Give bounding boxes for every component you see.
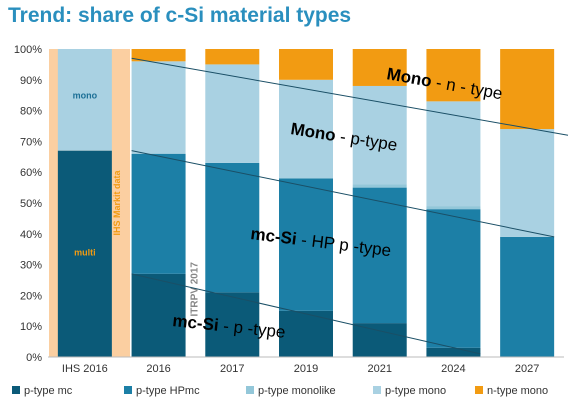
bar-segment-2016-0 [131, 273, 186, 357]
bars-group: mono multi IHS Markit data ITRPV 2017 [57, 49, 555, 357]
bar-segment-2024-2 [426, 206, 481, 210]
bar-segment-2017-1 [205, 162, 260, 293]
legend-label: n-type mono [487, 385, 548, 397]
itrpv-label: ITRPV 2017 [190, 262, 201, 317]
legend-swatch [12, 386, 20, 394]
bar-segment-2019-3 [279, 79, 333, 179]
legend-label: p-type mc [24, 385, 73, 397]
y-tick-label: 0% [26, 352, 42, 364]
bar-segment-2024-1 [426, 209, 481, 348]
bar-segment-2019-4 [279, 49, 333, 80]
bar-segment-2016-3 [131, 61, 186, 154]
legend-swatch [475, 386, 483, 394]
legend-swatch [246, 386, 254, 394]
legend-swatch [373, 386, 381, 394]
bar-segment-2017-0 [205, 292, 260, 357]
bar-segment-2021-2 [352, 184, 407, 188]
x-tick-label: 2027 [515, 363, 539, 375]
bar-segment-2019-1 [279, 178, 333, 311]
y-tick-label: 30% [20, 260, 42, 272]
y-tick-label: 100% [14, 44, 42, 56]
legend-swatch [124, 386, 132, 394]
bar-segment-2027-1 [500, 236, 555, 357]
trendline-0 [131, 57, 569, 136]
x-tick-label: 2024 [441, 363, 465, 375]
trendlines-group [131, 57, 569, 355]
bar-segment-2024-3 [426, 101, 481, 207]
bar-segment-2021-1 [352, 187, 407, 324]
y-tick-label: 60% [20, 167, 42, 179]
bar-segment-2027-3 [500, 129, 555, 237]
y-tick-label: 10% [20, 321, 42, 333]
ihs-mono-label: mono [73, 90, 98, 100]
y-tick-label: 80% [20, 106, 42, 118]
bar-segment-2021-0 [352, 323, 407, 357]
x-tick-label: 2017 [220, 363, 244, 375]
y-tick-label: 70% [20, 136, 42, 148]
bar-segment-2017-3 [205, 64, 260, 163]
chart-title: Trend: share of c-Si material types [8, 4, 352, 27]
bar-segment-2027-4 [500, 49, 555, 130]
x-tick-label: 2016 [146, 363, 170, 375]
bar-segment-IHS-2016-3 [57, 49, 112, 151]
y-tick-label: 90% [20, 75, 42, 87]
trendline-1 [131, 150, 555, 238]
legend-label: p-type HPmc [136, 385, 200, 397]
bar-segment-2017-4 [205, 49, 260, 65]
x-tick-label: 2019 [294, 363, 318, 375]
legend-label: p-type monolike [258, 385, 336, 397]
legend-group: p-type mc p-type HPmc p-type monolike p-typ… [12, 385, 548, 397]
y-tick-label: 20% [20, 290, 42, 302]
bar-segment-2024-4 [426, 49, 481, 102]
bar-segment-2024-0 [426, 347, 481, 357]
legend-label: p-type mono [385, 385, 446, 397]
bar-segment-2016-1 [131, 153, 186, 274]
bar-segment-2016-4 [131, 49, 186, 62]
x-tick-label: IHS 2016 [62, 363, 108, 375]
axis-group: 0% 10% 20% 30% 40% 50% 60% 70% 80% 90% 100% IHS 201… [14, 44, 564, 375]
bar-segment-IHS-2016-0 [57, 150, 112, 357]
bar-segment-2021-4 [352, 49, 407, 86]
y-tick-label: 40% [20, 229, 42, 241]
ihs-multi-label: multi [74, 247, 96, 257]
x-tick-label: 2021 [367, 363, 391, 375]
trendline-2 [131, 273, 481, 355]
ihs-source-label: IHS Markit data [112, 170, 122, 236]
y-tick-label: 50% [20, 198, 42, 210]
